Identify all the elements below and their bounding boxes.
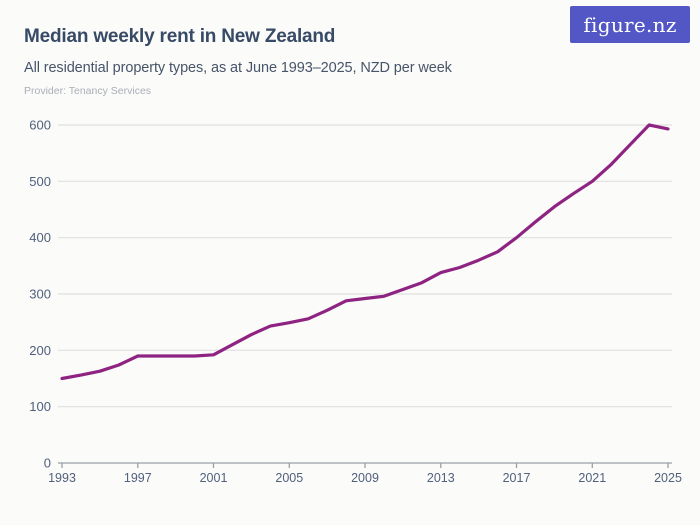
provider-note: Provider: Tenancy Services bbox=[24, 85, 152, 97]
x-tick-label-2013: 2013 bbox=[427, 471, 455, 485]
y-tick-label-300: 300 bbox=[29, 287, 51, 302]
y-tick-label-600: 600 bbox=[29, 118, 51, 133]
chart-subtitle: All residential property types, as at Ju… bbox=[24, 60, 452, 76]
x-tick-label-2021: 2021 bbox=[578, 471, 606, 485]
x-tick-label-1993: 1993 bbox=[48, 471, 76, 485]
logo-text: figure.nz bbox=[583, 12, 677, 37]
page-title: Median weekly rent in New Zealand bbox=[24, 26, 336, 47]
x-tick-label-1997: 1997 bbox=[124, 471, 152, 485]
x-tick-label-2001: 2001 bbox=[200, 471, 228, 485]
figure-nz-logo[interactable]: figure.nz bbox=[570, 6, 690, 43]
y-tick-label-100: 100 bbox=[29, 399, 51, 414]
x-tick-label-2025: 2025 bbox=[654, 471, 682, 485]
median-rent-line bbox=[60, 123, 670, 381]
x-tick-label-2009: 2009 bbox=[351, 471, 379, 485]
y-tick-label-200: 200 bbox=[29, 343, 51, 358]
x-tick-label-2005: 2005 bbox=[275, 471, 303, 485]
x-tick-label-2017: 2017 bbox=[503, 471, 531, 485]
y-tick-label-0: 0 bbox=[44, 456, 51, 471]
y-tick-label-500: 500 bbox=[29, 174, 51, 189]
y-tick-label-400: 400 bbox=[29, 230, 51, 245]
